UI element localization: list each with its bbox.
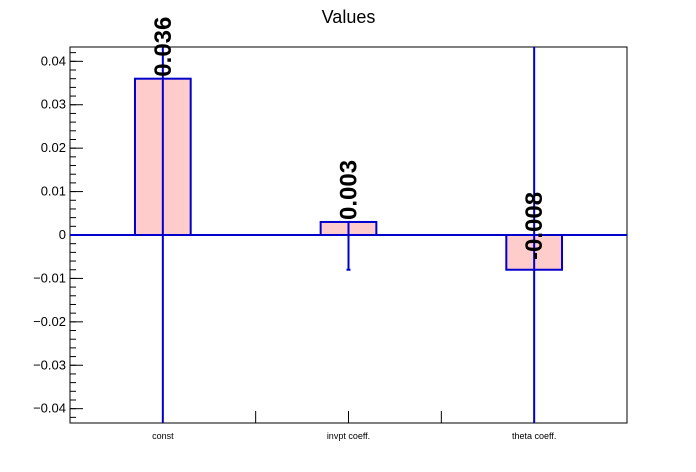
bars: [70, 47, 627, 423]
y-tick-label: 0.03: [41, 97, 66, 112]
bar-value-label: 0.036: [150, 17, 177, 77]
y-tick-label: −0.04: [33, 401, 66, 416]
y-tick-label: −0.02: [33, 314, 66, 329]
y-tick-label: 0.01: [41, 184, 66, 199]
category-label: const: [152, 431, 174, 441]
y-tick-label: 0: [59, 227, 66, 242]
bar-value-label: 0.003: [336, 160, 363, 220]
bar-value-label: -0.008: [521, 192, 548, 260]
value-labels: const 0.036 invpt coeff. 0.003 theta coeff. -…: [150, 17, 557, 441]
y-tick-label: 0.02: [41, 140, 66, 155]
y-tick-label: −0.01: [33, 270, 66, 285]
category-label: invpt coeff.: [327, 431, 370, 441]
chart-title: Values: [322, 7, 376, 27]
y-tick-label: −0.03: [33, 357, 66, 372]
category-label: theta coeff.: [512, 431, 556, 441]
y-tick-label: 0.04: [41, 53, 66, 68]
